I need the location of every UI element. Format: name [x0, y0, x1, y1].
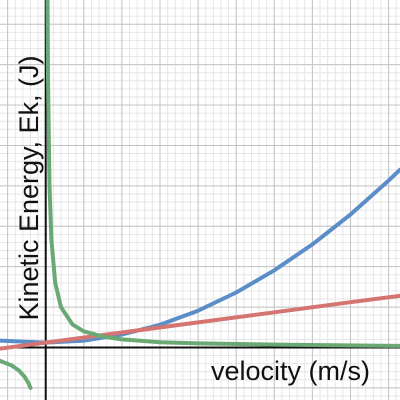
series-group: [0, 0, 400, 390]
series-line-reciprocal-negative: [0, 358, 33, 390]
series-line-reciprocal: [45, 0, 400, 348]
series-line-quadratic: [0, 167, 400, 345]
y-axis-label: Kinetic Energy, Ek, (J): [14, 55, 44, 320]
x-axis-label: velocity (m/s): [211, 356, 370, 386]
series-line-linear: [0, 293, 400, 351]
